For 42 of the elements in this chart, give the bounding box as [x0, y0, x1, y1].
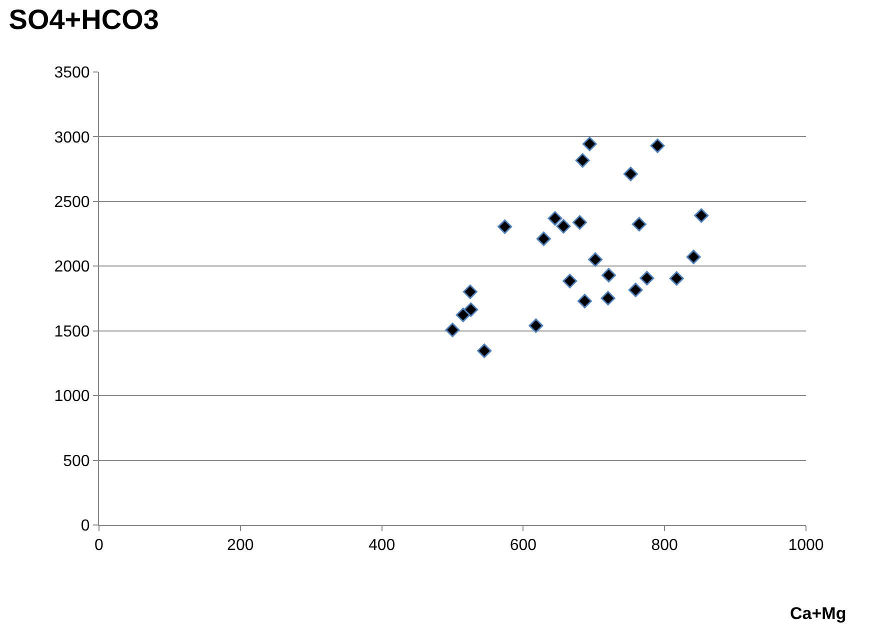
y-tick-label: 0 [80, 518, 90, 535]
x-tick-label: 200 [227, 537, 254, 554]
point [650, 138, 665, 154]
point [669, 271, 684, 286]
y-tick-label: 3500 [54, 64, 90, 82]
point [456, 308, 470, 322]
y-tick-label: 500 [63, 452, 90, 470]
x-axis-title: Ca+Mg [790, 604, 846, 623]
point [577, 294, 592, 308]
x-tick-label: 1000 [788, 537, 824, 554]
point [582, 136, 597, 152]
point [528, 318, 544, 333]
point [562, 274, 578, 288]
point [548, 211, 562, 226]
point [445, 322, 460, 338]
point [640, 270, 654, 286]
point [536, 232, 551, 246]
point [602, 268, 616, 282]
x-tick-label: 800 [651, 537, 678, 554]
point [623, 166, 638, 182]
point [686, 250, 701, 264]
y-tick-label: 2500 [54, 194, 90, 212]
y-tick-label: 2000 [54, 258, 90, 276]
point [575, 153, 590, 168]
y-tick-label: 1500 [54, 323, 90, 340]
x-tick-label: 400 [368, 537, 396, 554]
point [477, 344, 492, 358]
point [600, 290, 616, 306]
y-tick-label: 1000 [54, 388, 90, 406]
point [498, 219, 512, 234]
x-tick-label: 0 [94, 537, 104, 554]
chart-title: SO4+HCO3 [8, 4, 159, 36]
point [556, 219, 571, 234]
point [572, 215, 588, 230]
y-tick-label: 3000 [54, 129, 90, 146]
point [462, 284, 478, 300]
point [694, 208, 709, 223]
point [464, 302, 478, 317]
point [588, 252, 603, 267]
point [632, 216, 646, 232]
x-tick-label: 600 [510, 537, 537, 554]
point [628, 282, 643, 298]
